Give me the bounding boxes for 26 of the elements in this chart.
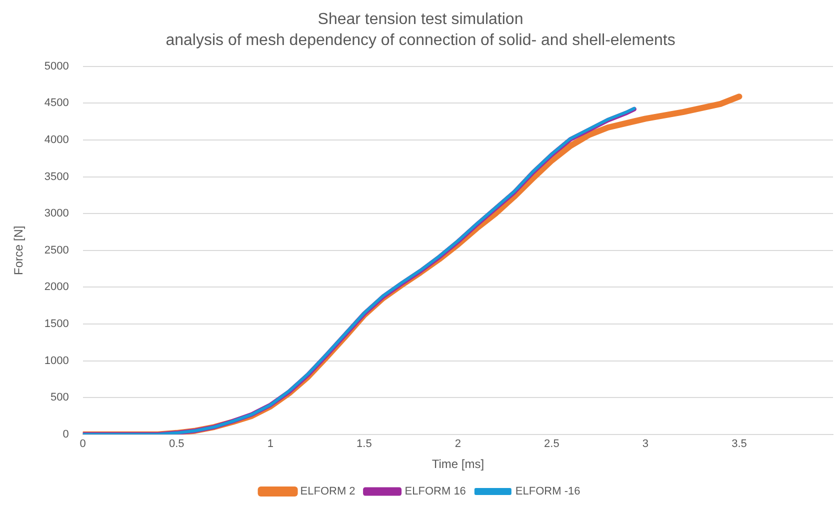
legend-label: ELFORM 16 [404,486,466,498]
y-tick-label: 500 [50,392,69,404]
x-tick-label: 1 [267,438,274,450]
legend-label: ELFORM -16 [515,486,580,498]
x-tick-label: 2.5 [544,438,560,450]
y-axis-title: Force [N] [12,226,26,276]
y-tick-label: 4500 [44,97,69,110]
y-tick-label: 1500 [44,318,69,330]
x-tick-label: 0.5 [168,438,184,450]
legend-label: ELFORM 2 [300,486,356,498]
x-tick-label: 0 [80,438,86,450]
x-axis-title: Time [ms] [432,457,484,472]
y-tick-label: 2000 [44,281,69,294]
x-tick-label: 1.5 [356,438,372,450]
x-tick-label: 3 [642,438,649,450]
y-tick-label: 1000 [44,354,69,367]
y-tick-label: 5000 [44,60,69,72]
y-tick-label: 3500 [44,170,69,183]
y-tick-label: 0 [62,428,69,440]
y-tick-label: 3000 [44,208,69,220]
x-tick-label: 3.5 [732,438,747,450]
chart-subtitle: analysis of mesh dependency of connection of solid- and shell-elements [166,32,676,50]
chart-title: Shear tension test simulation [318,11,524,28]
y-tick-label: 2500 [44,244,69,256]
y-tick-label: 4000 [44,134,69,146]
x-tick-label: 2 [454,438,461,450]
